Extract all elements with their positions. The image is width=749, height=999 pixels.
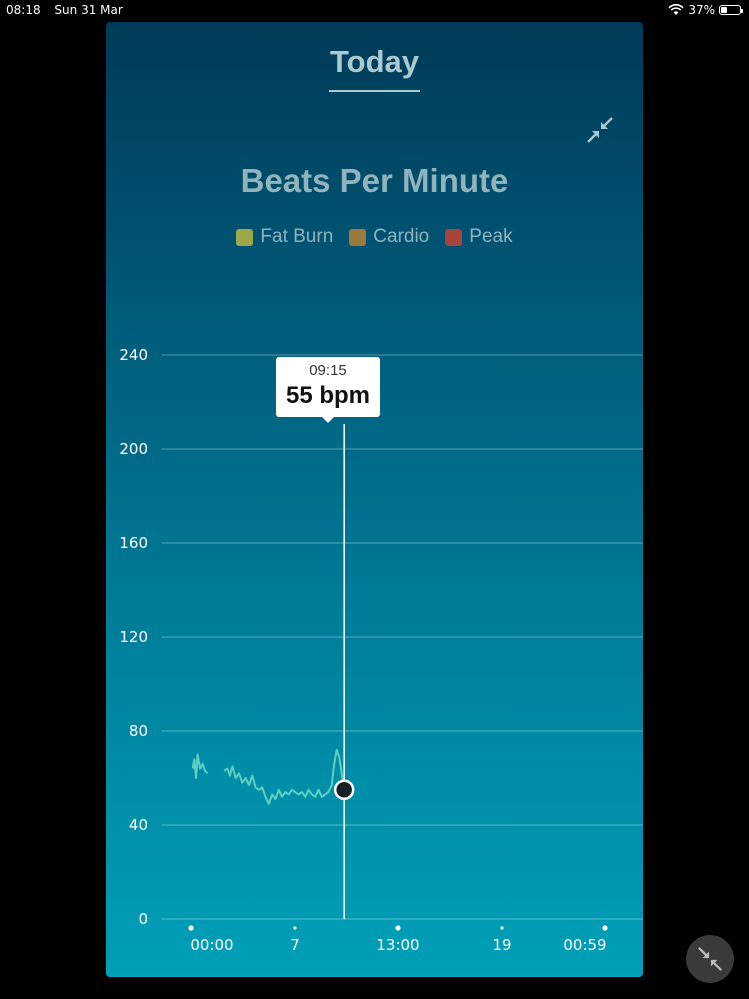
heart-rate-line-segment-0	[191, 753, 209, 779]
heart-rate-card: Today Beats Per Minute Fat Burn Cardio P…	[106, 22, 643, 977]
x-tick-label-3: 19	[492, 936, 511, 954]
legend-label-peak: Peak	[469, 226, 513, 247]
status-bar: 08:18 Sun 31 Mar 37%	[0, 0, 749, 20]
chart-legend: Fat Burn Cardio Peak	[106, 226, 643, 248]
legend-swatch-cardio	[349, 228, 367, 246]
legend-label-fat-burn: Fat Burn	[260, 226, 334, 247]
status-left: 08:18 Sun 31 Mar	[6, 3, 133, 17]
y-tick-label-80: 80	[129, 722, 148, 740]
x-tick-dot-2	[395, 925, 401, 931]
selected-data-point	[333, 779, 355, 800]
battery-percent: 37%	[688, 3, 715, 17]
x-tick-label-1: 7	[290, 936, 300, 954]
x-tick-label-2: 13:00	[376, 936, 419, 954]
y-tick-label-160: 160	[119, 534, 148, 552]
tooltip-arrow	[322, 417, 334, 423]
collapse-arrows-icon[interactable]	[586, 116, 614, 144]
legend-label-cardio: Cardio	[373, 226, 430, 247]
tooltip-value: 55 bpm	[285, 382, 371, 409]
x-tick-dot-4	[602, 925, 608, 931]
bpm-tooltip: 09:15 55 bpm	[276, 357, 380, 423]
tab-today[interactable]: Today	[330, 44, 419, 79]
heart-rate-chart[interactable]: 0 40 80 120 160 200 240 00:00 7 13:00 19 00:59	[106, 22, 643, 977]
x-tick-dot-0	[188, 925, 194, 931]
legend-peak: Peak	[445, 226, 513, 248]
y-tick-label-40: 40	[129, 816, 148, 834]
status-right: 37%	[668, 3, 743, 17]
x-tick-dot-3	[500, 926, 504, 930]
chart-title: Beats Per Minute	[240, 162, 509, 199]
legend-cardio: Cardio	[349, 226, 429, 248]
x-tick-label-4: 00:59	[563, 936, 606, 954]
y-tick-label-240: 240	[119, 346, 148, 364]
y-tick-label-200: 200	[119, 440, 148, 458]
legend-swatch-fat-burn	[236, 228, 254, 246]
status-date: Sun 31 Mar	[54, 3, 123, 17]
tab-underline	[329, 90, 420, 92]
battery-icon	[719, 5, 743, 15]
status-time: 08:18	[6, 3, 41, 17]
collapse-fullscreen-button[interactable]	[686, 935, 734, 983]
x-tick-dot-1	[293, 926, 297, 930]
heart-rate-line-segment-1	[223, 748, 346, 805]
tooltip-time: 09:15	[309, 362, 347, 379]
y-tick-label-0: 0	[138, 910, 148, 928]
y-tick-label-120: 120	[119, 628, 148, 646]
legend-fat-burn: Fat Burn	[236, 226, 333, 248]
x-tick-label-0: 00:00	[190, 936, 233, 954]
wifi-icon	[668, 4, 684, 15]
collapse-arrows-icon	[698, 947, 722, 971]
legend-swatch-peak	[445, 228, 463, 246]
